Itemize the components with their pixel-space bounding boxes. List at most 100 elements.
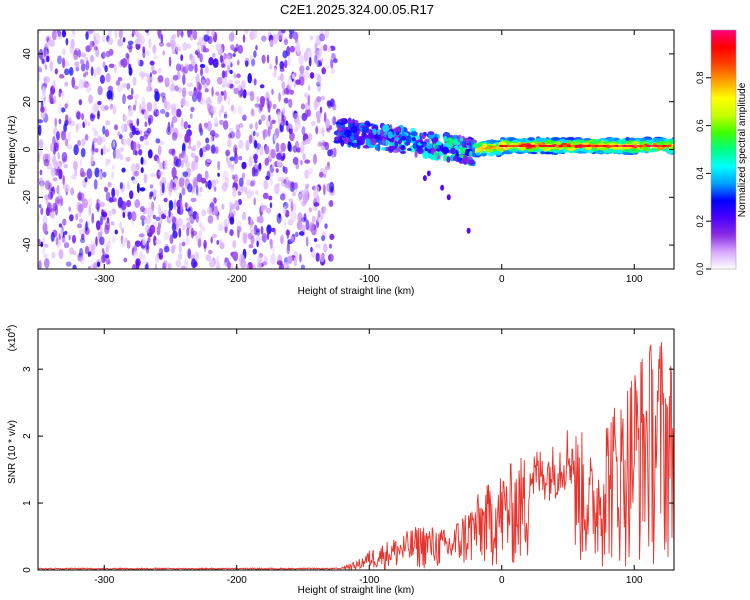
heatmap-cell: [304, 186, 309, 196]
heatmap-cell: [232, 186, 237, 198]
heatmap-cell: [505, 146, 511, 150]
heatmap-cell: [40, 207, 44, 216]
heatmap-cell: [154, 263, 158, 269]
heatmap-cell: [42, 85, 47, 97]
heatmap-cell: [142, 254, 146, 265]
heatmap-cell: [480, 152, 487, 157]
heatmap-cell: [261, 232, 268, 243]
x-tick-label: 0: [499, 274, 505, 285]
heatmap-cell: [325, 118, 330, 129]
heatmap-cell: [381, 147, 387, 151]
heatmap-cell: [234, 200, 239, 208]
heatmap-cell: [232, 239, 237, 249]
heatmap-cell: [217, 223, 224, 232]
heatmap-cell: [229, 131, 236, 139]
heatmap-cell: [208, 259, 215, 268]
heatmap-cell: [142, 238, 146, 246]
heatmap-cell: [57, 55, 63, 65]
heatmap-cell: [598, 147, 609, 151]
heatmap-cell: [305, 47, 312, 53]
heatmap-cell: [50, 167, 56, 177]
heatmap-cell: [259, 84, 265, 89]
heatmap-cell: [106, 148, 110, 153]
heatmap-cell: [168, 148, 175, 155]
heatmap-cell: [292, 191, 296, 197]
heatmap-cell: [257, 259, 262, 269]
heatmap-cell: [181, 87, 187, 99]
heatmap-cell: [150, 209, 154, 217]
heatmap-cell: [68, 117, 72, 125]
heatmap-cell: [98, 170, 103, 181]
heatmap-cell: [301, 217, 307, 223]
snr-frame: [37, 328, 675, 571]
heatmap-cell: [279, 67, 285, 73]
y-tick-label: 2: [22, 433, 33, 439]
heatmap-cell: [179, 197, 183, 206]
heatmap-cell: [217, 94, 223, 103]
heatmap-cell: [62, 174, 65, 186]
heatmap-cell: [445, 137, 454, 145]
heatmap-cell: [276, 111, 283, 120]
heatmap-cell: [278, 92, 281, 103]
heatmap-cell: [207, 179, 212, 190]
heatmap-cell: [248, 156, 253, 167]
heatmap-cell: [191, 146, 196, 152]
heatmap-cell: [78, 229, 85, 235]
heatmap-cell: [327, 47, 332, 53]
heatmap-cell: [566, 147, 576, 151]
heatmap-cell: [315, 60, 319, 67]
heatmap-cell: [272, 103, 277, 110]
heatmap-cell: [105, 244, 109, 255]
heatmap-cell: [323, 184, 326, 196]
heatmap-cell: [108, 197, 114, 203]
heatmap-cell: [233, 47, 237, 53]
heatmap-cell: [607, 137, 615, 142]
heatmap-cell: [232, 144, 238, 155]
heatmap-cell: [287, 55, 291, 66]
heatmap-cell: [266, 229, 270, 241]
heatmap-cell: [340, 139, 345, 147]
heatmap-cell: [318, 171, 324, 178]
heatmap-cell: [319, 209, 324, 220]
heatmap-cell: [411, 137, 416, 142]
heatmap-cell: [62, 218, 67, 226]
heatmap-cell: [193, 90, 197, 99]
heatmap-cell: [295, 140, 299, 150]
heatmap-cell: [622, 149, 630, 152]
heatmap-cell: [481, 143, 488, 148]
heatmap-cell: [107, 85, 113, 92]
heatmap-cell: [102, 145, 107, 155]
heatmap-cell: [303, 213, 307, 222]
heatmap-cell: [190, 152, 196, 158]
heatmap-cell: [39, 169, 43, 176]
heatmap-cell: [200, 225, 206, 232]
heatmap-cell: [182, 171, 189, 177]
heatmap-cell: [142, 50, 146, 59]
heatmap-cell: [260, 225, 264, 235]
heatmap-cell: [47, 40, 53, 46]
heatmap-cell: [293, 256, 298, 267]
heatmap-cell: [104, 220, 111, 231]
heatmap-cell: [42, 222, 48, 234]
heatmap-cell: [206, 158, 211, 164]
heatmap-cell: [85, 221, 88, 232]
heatmap-cell: [87, 30, 94, 34]
heatmap-cell: [125, 52, 130, 59]
heatmap-cell: [227, 261, 231, 269]
heatmap-cell: [131, 33, 135, 38]
heatmap-cell: [639, 142, 645, 145]
heatmap-cell: [588, 141, 598, 144]
heatmap-cell: [80, 147, 86, 158]
heatmap-cell: [197, 37, 204, 43]
heatmap-cell: [322, 206, 326, 212]
heatmap-cell: [126, 44, 133, 50]
heatmap-cell: [253, 78, 257, 86]
heatmap-cell: [89, 55, 95, 63]
heatmap-cell: [58, 168, 63, 180]
heatmap-cell: [184, 63, 189, 73]
heatmap-cell: [200, 177, 207, 184]
heatmap-cell: [219, 119, 224, 126]
heatmap-cell: [335, 121, 341, 125]
heatmap-cell: [132, 76, 137, 86]
heatmap-cell: [309, 72, 315, 79]
